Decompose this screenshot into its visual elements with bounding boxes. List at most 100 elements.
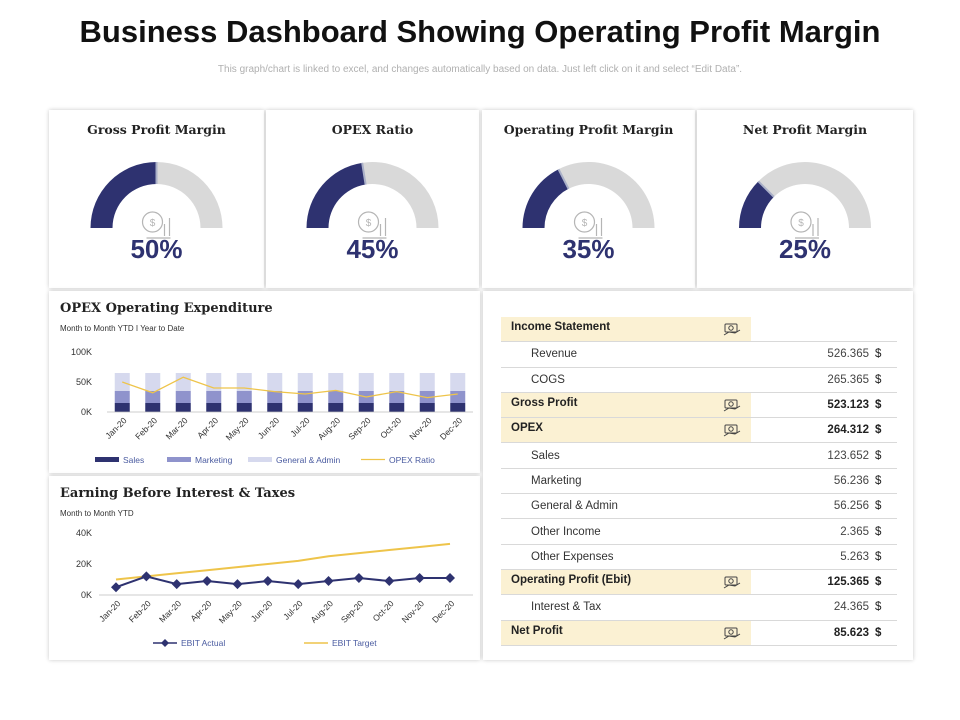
- income-row: Gross Profit 523.123 $: [501, 392, 897, 419]
- legend-swatch: [167, 457, 191, 462]
- ebit-chart-title: Earning Before Interest & Taxes: [60, 486, 296, 501]
- bar-marketing: [236, 391, 252, 403]
- bar-general-admin: [175, 373, 191, 391]
- x-tick-label: Mar-20: [157, 598, 183, 624]
- x-tick-label: Nov-20: [407, 415, 434, 442]
- ebit-actual-point: [111, 582, 121, 593]
- line-ebit-target: [115, 542, 451, 581]
- ebit-actual-point: [141, 571, 152, 582]
- bar-sales: [389, 403, 405, 412]
- opex-chart-card: OPEX Operating Expenditure Month to Mont…: [49, 291, 480, 473]
- ebit-actual-point: [232, 579, 243, 590]
- income-row: Other Expenses 5.263 $: [501, 544, 897, 570]
- x-tick-label: Dec-20: [430, 598, 457, 625]
- ebit-actual-point: [445, 572, 455, 583]
- income-row-label: Sales: [531, 449, 560, 462]
- income-row-currency: $: [873, 544, 897, 570]
- income-row: Net Profit 85.623 $: [501, 620, 897, 646]
- bar-sales: [175, 403, 191, 412]
- income-row-currency: $: [873, 518, 897, 545]
- bar-marketing: [175, 391, 191, 403]
- bar-general-admin: [389, 373, 405, 391]
- income-row-label: Operating Profit (Ebit): [511, 574, 632, 587]
- money-bag-chart-icon: $: [141, 211, 171, 239]
- income-row-value: 85.623: [751, 620, 873, 646]
- kpi-value: 25%: [778, 234, 832, 264]
- svg-text:$: $: [798, 218, 804, 229]
- bar-marketing: [145, 391, 161, 403]
- income-row-currency: $: [873, 468, 897, 495]
- income-row-label: Interest & Tax: [531, 601, 602, 614]
- ebit-actual-point: [262, 576, 273, 587]
- income-row-value: 56.256: [751, 493, 873, 520]
- bar-general-admin: [267, 373, 283, 391]
- x-tick-label: Sep-20: [339, 598, 366, 625]
- income-row: Income Statement: [501, 317, 897, 343]
- gauge-remaining-arc: [758, 162, 871, 228]
- svg-text:$: $: [582, 218, 588, 229]
- income-row-value: 265.365: [751, 367, 873, 393]
- bar-marketing: [114, 391, 130, 403]
- ebit-actual-point: [384, 576, 395, 587]
- kpi-gauge: $: [306, 162, 439, 239]
- hand-coin-icon: $: [573, 211, 603, 239]
- kpi-card-gross-profit-margin: Gross Profit Margin $ 50%: [49, 110, 264, 288]
- y-tick-label: 20K: [76, 559, 92, 569]
- legend-swatch: [248, 457, 272, 462]
- income-row-currency: $: [873, 569, 897, 596]
- legend-label: EBIT Actual: [181, 638, 225, 648]
- line-ebit-actual: [115, 575, 450, 589]
- kpi-value: 35%: [562, 234, 615, 264]
- income-row: Operating Profit (Ebit) 125.365 $: [501, 569, 897, 596]
- income-statement-card: Income Statement Revenue 526.365 $ COGS 265.3…: [483, 291, 913, 660]
- x-tick-label: Jun-20: [249, 598, 275, 624]
- legend-label: Sales: [123, 455, 144, 465]
- bar-sales: [328, 403, 344, 412]
- x-tick-label: Dec-20: [438, 415, 465, 442]
- x-tick-label: Jan-20: [103, 415, 129, 441]
- gauge-remaining-arc: [558, 162, 655, 228]
- bar-marketing: [267, 391, 283, 403]
- gauge-value-arc: [90, 162, 157, 228]
- gauge-split: [361, 162, 367, 185]
- kpi-gauge: $: [90, 162, 223, 239]
- kpi-title: Net Profit Margin: [742, 122, 868, 137]
- income-row: General & Admin 56.256 $: [501, 493, 897, 520]
- ebit-chart-subtitle: Month to Month YTD: [60, 509, 134, 518]
- income-row-value: [751, 317, 873, 343]
- ebit-actual-point: [323, 576, 334, 587]
- gauge-value-arc: [522, 169, 569, 228]
- kpi-title: OPEX Ratio: [331, 122, 414, 137]
- income-row-currency: $: [873, 341, 897, 368]
- income-row-label: Other Income: [531, 525, 601, 538]
- income-row-label: Gross Profit: [511, 397, 578, 410]
- income-row-label: Net Profit: [511, 624, 563, 637]
- kpi-gauge: $: [739, 162, 871, 239]
- svg-text:$: $: [366, 218, 372, 229]
- bar-marketing: [328, 391, 344, 403]
- income-row: OPEX 264.312 $: [501, 417, 897, 444]
- kpi-card-net-profit-margin: Net Profit Margin $ 25%: [697, 110, 913, 288]
- gauge-split: [557, 168, 570, 190]
- ebit-actual-point: [293, 579, 304, 590]
- y-tick-label: 0K: [81, 590, 92, 600]
- income-row-label: Marketing: [531, 474, 582, 487]
- bar-marketing: [206, 391, 222, 403]
- bar-sales: [206, 403, 222, 412]
- legend-label: EBIT Target: [332, 638, 377, 648]
- x-tick-label: Oct-20: [371, 598, 396, 623]
- income-row: Sales 123.652 $: [501, 442, 897, 469]
- ebit-actual-point: [353, 572, 364, 583]
- x-tick-label: Apr-20: [195, 415, 220, 440]
- income-row-label: Income Statement: [511, 321, 611, 334]
- kpi-card-operating-profit-margin: Operating Profit Margin $ 35%: [482, 110, 695, 288]
- hand-cash-icon: [723, 422, 741, 438]
- page-subtitle: This graph/chart is linked to excel, and…: [217, 64, 743, 75]
- opex-chart-title: OPEX Operating Expenditure: [60, 301, 273, 316]
- income-row-currency: $: [873, 392, 897, 419]
- hand-money-bag-icon: $: [790, 211, 819, 239]
- bar-sales: [450, 403, 466, 412]
- income-row: COGS 265.365 $: [501, 367, 897, 393]
- income-row-label: Other Expenses: [531, 550, 614, 563]
- income-row: Revenue 526.365 $: [501, 341, 897, 368]
